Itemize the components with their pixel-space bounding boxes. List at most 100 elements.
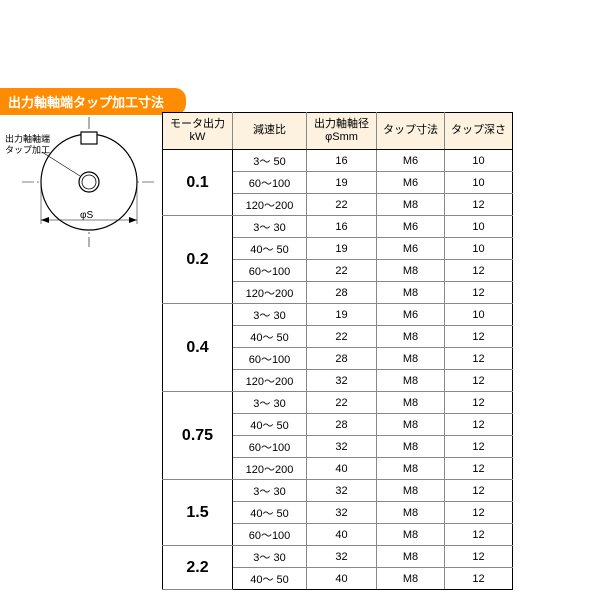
cell-dia: 22 [307,326,377,348]
cell-depth: 12 [445,568,513,590]
cell-tap: M8 [377,392,445,414]
cell-tap: M8 [377,414,445,436]
cell-dia: 40 [307,524,377,546]
cell-dia: 19 [307,238,377,260]
cell-tap: M6 [377,238,445,260]
cell-dia: 40 [307,458,377,480]
cell-dia: 32 [307,480,377,502]
cell-dia: 32 [307,370,377,392]
cell-tap: M8 [377,546,445,568]
table-row: 0.753～ 3022M812 [163,392,513,414]
cell-ratio: 60～100 [233,524,307,546]
cell-tap: M8 [377,326,445,348]
tap-spec-table: モータ出力 kW 減速比 出力軸軸径 φSmm タップ寸法 タップ深さ 0.13… [162,112,513,590]
cell-ratio: 40～ 50 [233,238,307,260]
cell-dia: 16 [307,216,377,238]
cell-tap: M8 [377,568,445,590]
cell-dia: 32 [307,502,377,524]
cell-ratio: 3～ 30 [233,480,307,502]
table-header-row: モータ出力 kW 減速比 出力軸軸径 φSmm タップ寸法 タップ深さ [163,113,513,150]
cell-ratio: 3～ 30 [233,304,307,326]
cell-tap: M6 [377,150,445,172]
cell-depth: 12 [445,392,513,414]
cell-ratio: 40～ 50 [233,414,307,436]
cell-tap: M8 [377,282,445,304]
diagram-dim-label: φS [80,210,93,221]
cell-ratio: 40～ 50 [233,568,307,590]
cell-depth: 12 [445,260,513,282]
cell-tap: M8 [377,502,445,524]
cell-depth: 10 [445,150,513,172]
cell-ratio: 3～ 30 [233,392,307,414]
table-row: 2.23～ 3032M812 [163,546,513,568]
cell-dia: 40 [307,568,377,590]
cell-tap: M6 [377,172,445,194]
table-row: 1.53～ 3032M812 [163,480,513,502]
cell-tap: M8 [377,524,445,546]
cell-tap: M6 [377,304,445,326]
cell-tap: M8 [377,436,445,458]
cell-ratio: 60～100 [233,348,307,370]
cell-depth: 12 [445,480,513,502]
cell-depth: 12 [445,436,513,458]
col-depth: タップ深さ [445,113,513,150]
col-motor: モータ出力 kW [163,113,233,150]
cell-depth: 12 [445,370,513,392]
cell-ratio: 3～ 30 [233,216,307,238]
cell-ratio: 3～ 50 [233,150,307,172]
motor-output-cell: 0.4 [163,304,233,392]
cell-dia: 28 [307,282,377,304]
cell-dia: 32 [307,546,377,568]
cell-ratio: 120～200 [233,370,307,392]
cell-depth: 10 [445,238,513,260]
cell-depth: 12 [445,326,513,348]
motor-output-cell: 2.2 [163,546,233,590]
cell-ratio: 60～100 [233,260,307,282]
cell-depth: 12 [445,502,513,524]
cell-ratio: 40～ 50 [233,502,307,524]
shaft-end-diagram: φS [22,112,157,247]
cell-ratio: 120～200 [233,458,307,480]
cell-dia: 32 [307,436,377,458]
col-diameter: 出力軸軸径 φSmm [307,113,377,150]
cell-dia: 19 [307,304,377,326]
cell-depth: 10 [445,304,513,326]
cell-dia: 16 [307,150,377,172]
table-row: 0.23～ 3016M610 [163,216,513,238]
page-title: 出力軸軸端タップ加工寸法 [0,88,186,115]
cell-tap: M8 [377,260,445,282]
cell-ratio: 120～200 [233,282,307,304]
cell-tap: M8 [377,194,445,216]
cell-dia: 28 [307,414,377,436]
cell-ratio: 120～200 [233,194,307,216]
table-row: 0.13～ 5016M610 [163,150,513,172]
cell-depth: 12 [445,348,513,370]
cell-dia: 22 [307,260,377,282]
cell-ratio: 60～100 [233,436,307,458]
cell-dia: 28 [307,348,377,370]
cell-ratio: 60～100 [233,172,307,194]
cell-depth: 10 [445,216,513,238]
cell-dia: 19 [307,172,377,194]
cell-tap: M8 [377,480,445,502]
cell-ratio: 3～ 30 [233,546,307,568]
cell-depth: 12 [445,414,513,436]
cell-depth: 12 [445,524,513,546]
cell-dia: 22 [307,392,377,414]
cell-tap: M8 [377,370,445,392]
table-row: 0.43～ 3019M610 [163,304,513,326]
diagram-label: 出力軸軸端 タップ加工 [0,134,50,156]
col-ratio: 減速比 [233,113,307,150]
motor-output-cell: 0.75 [163,392,233,480]
motor-output-cell: 0.1 [163,150,233,216]
cell-tap: M6 [377,216,445,238]
cell-depth: 12 [445,546,513,568]
cell-ratio: 40～ 50 [233,326,307,348]
cell-depth: 12 [445,282,513,304]
motor-output-cell: 1.5 [163,480,233,546]
cell-depth: 12 [445,458,513,480]
col-tap: タップ寸法 [377,113,445,150]
cell-depth: 12 [445,194,513,216]
cell-dia: 22 [307,194,377,216]
cell-depth: 10 [445,172,513,194]
